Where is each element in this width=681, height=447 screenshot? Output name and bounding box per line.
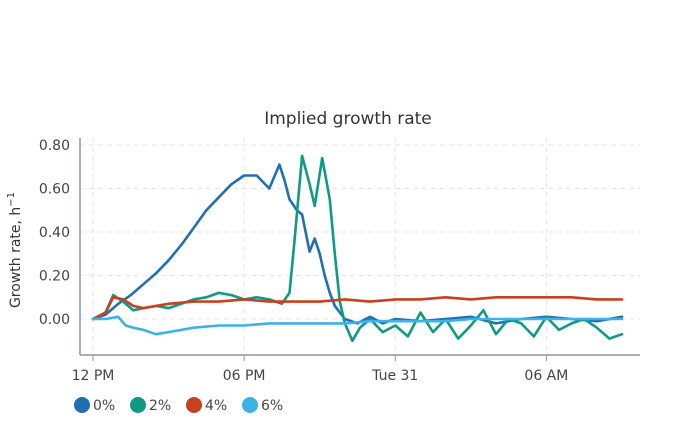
y-tick-label: 0.00 <box>39 312 70 328</box>
series-line-2pct <box>91 154 624 343</box>
legend-label: 0% <box>93 398 115 414</box>
legend-marker <box>186 397 202 413</box>
y-axis-label-text: Growth rate, h <box>8 207 24 308</box>
grid <box>80 138 640 355</box>
legend-item-2pct: 2% <box>130 397 171 414</box>
legend-marker <box>130 397 146 413</box>
y-axis-label-sup: −1 <box>6 192 17 207</box>
legend-label: 4% <box>205 398 227 414</box>
series-line-0pct <box>91 163 624 325</box>
x-tick-label: 06 PM <box>223 368 266 384</box>
x-tick-label: Tue 31 <box>371 368 418 384</box>
series-group <box>91 154 624 343</box>
chart-title: Implied growth rate <box>264 109 432 129</box>
y-tick-label: 0.60 <box>39 182 70 198</box>
legend-marker <box>74 397 90 413</box>
y-axis-label: Growth rate, h−1 <box>6 192 24 308</box>
x-tick-label: 12 PM <box>72 368 115 384</box>
legend-item-6pct: 6% <box>242 397 283 414</box>
y-tick-label: 0.40 <box>39 225 70 241</box>
legend-item-4pct: 4% <box>186 397 227 414</box>
axes: 0.00 0.20 0.40 0.60 0.80 12 PM 06 PM Tue 31 06 A… <box>39 138 640 384</box>
legend-label: 6% <box>261 398 283 414</box>
y-tick-label: 0.20 <box>39 269 70 285</box>
legend-label: 2% <box>149 398 171 414</box>
legend-item-0pct: 0% <box>74 397 115 414</box>
series-line-4pct <box>91 295 624 321</box>
legend-marker <box>242 397 258 413</box>
series-line-6pct <box>91 315 624 336</box>
x-tick-label: 06 AM <box>524 368 568 384</box>
y-tick-label: 0.80 <box>39 138 70 154</box>
legend: 0% 2% 4% 6% <box>74 397 283 414</box>
